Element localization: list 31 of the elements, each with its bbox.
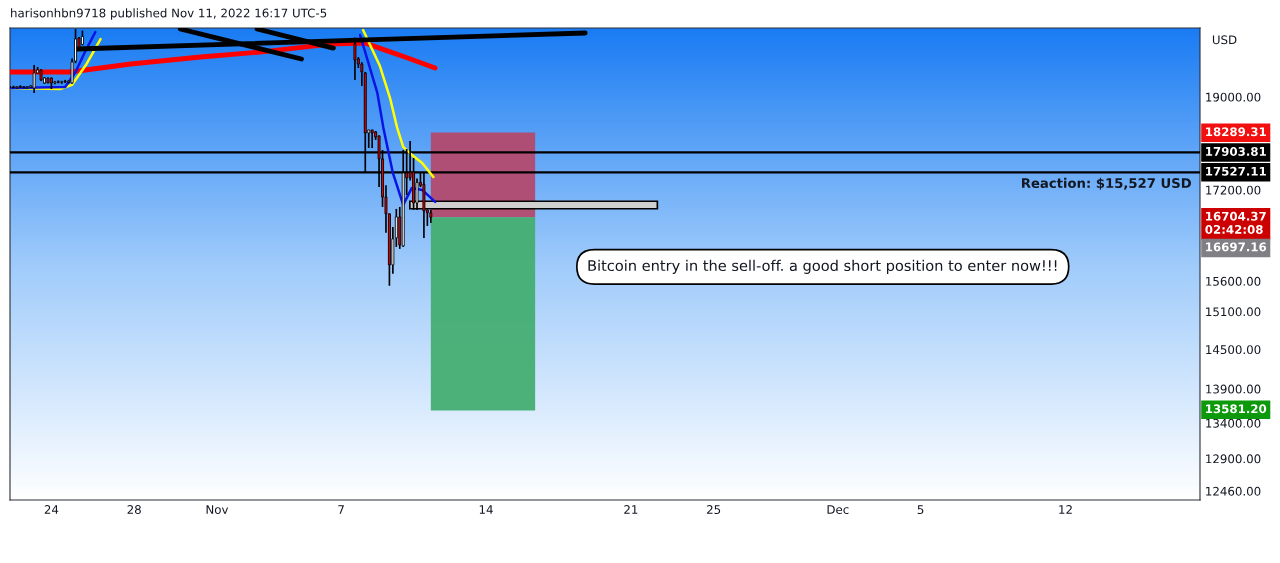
text: 16704.37 02:42:08 [1205,211,1266,234]
text: 13581.20 [1206,404,1267,414]
x-tick-label: 14 [479,505,493,514]
x-tick-label: 5 [917,505,924,514]
y-tick-label: 14500.00 [1206,345,1261,355]
chart-title: harisonhbn9718 published Nov 11, 2022 16:17 UTC-5 [11,8,327,20]
x-tick-label: 25 [707,505,721,514]
x-tick-label: 28 [127,505,141,514]
annotation: Reaction: $15,527 USD [1022,177,1191,190]
y-tick-label: 13400.00 [1206,418,1261,428]
y-tick-label: 13900.00 [1206,384,1261,394]
y-axis-title: USD [1212,35,1237,45]
text: 18289.31 [1206,127,1266,137]
x-tick-label: 24 [44,505,59,514]
text: 16697.16 [1206,242,1267,252]
annotation: Bitcoin entry in the sell-off. a good short position to enter now!!! [588,259,1057,274]
x-tick-label: Dec [827,505,849,514]
y-tick-label: 19000.00 [1206,92,1261,102]
x-tick-label: Nov [206,505,229,514]
y-tick-label: 12900.00 [1206,454,1261,464]
ref-line-label: 17903.81 [1206,146,1266,156]
ref-line-label: 17527.11 [1206,166,1266,176]
y-tick-label: 15100.00 [1206,307,1261,317]
x-tick-label: 21 [624,505,638,514]
y-tick-label: 17200.00 [1206,185,1261,195]
candlestick [370,129,374,149]
y-tick-label: 15600.00 [1206,276,1261,286]
x-tick-label: 7 [338,505,344,514]
candlestick [32,64,36,94]
x-tick-label: 12 [1059,505,1072,514]
y-tick-label: 12460.00 [1206,486,1261,496]
